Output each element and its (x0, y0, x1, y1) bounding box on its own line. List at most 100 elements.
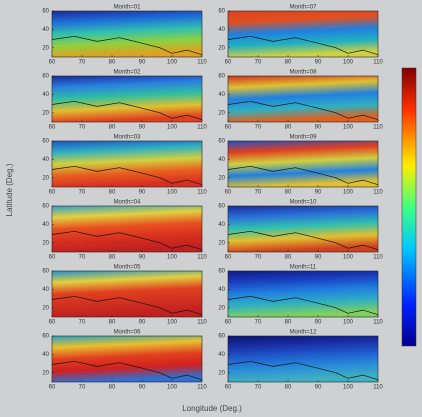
x-tick-label: 100 (343, 60, 354, 66)
x-tick-label: 80 (285, 320, 292, 326)
map-panel (52, 336, 202, 382)
panel-title: Month=08 (290, 70, 318, 76)
x-tick-label: 100 (167, 125, 178, 131)
x-tick-label: 90 (139, 255, 146, 261)
panel-title: Month=07 (290, 5, 318, 11)
y-tick-label: 40 (218, 157, 225, 163)
y-tick-label: 20 (218, 175, 225, 181)
panel-title: Month=12 (290, 330, 318, 336)
y-tick-label: 40 (218, 352, 225, 358)
x-tick-label: 60 (225, 320, 232, 326)
panel-title: Month=01 (114, 5, 142, 11)
x-tick-label: 100 (167, 60, 178, 66)
x-tick-label: 80 (285, 255, 292, 261)
x-tick-label: 60 (49, 125, 56, 131)
y-tick-label: 40 (42, 222, 49, 228)
y-tick-label: 20 (42, 45, 49, 51)
panel-title: Month=11 (290, 265, 317, 271)
x-tick-label: 70 (255, 125, 262, 131)
y-axis-label: Latitude (Deg.) (5, 163, 14, 216)
x-tick-label: 100 (343, 385, 354, 391)
y-tick-label: 60 (42, 74, 49, 80)
panel-title: Month=10 (290, 200, 318, 206)
colorbar (402, 68, 416, 346)
y-tick-label: 60 (218, 269, 225, 275)
x-tick-label: 70 (255, 320, 262, 326)
x-tick-label: 60 (49, 385, 56, 391)
x-tick-label: 60 (225, 385, 232, 391)
map-panel (52, 11, 202, 57)
x-tick-label: 80 (109, 125, 116, 131)
x-tick-label: 90 (139, 60, 146, 66)
y-tick-label: 20 (42, 305, 49, 311)
y-tick-label: 60 (42, 9, 49, 15)
panel-title: Month=05 (114, 265, 142, 271)
x-tick-label: 100 (167, 255, 178, 261)
y-tick-label: 40 (218, 27, 225, 33)
y-tick-label: 20 (218, 45, 225, 51)
x-tick-label: 100 (167, 320, 178, 326)
x-tick-label: 60 (49, 60, 56, 66)
x-tick-label: 80 (109, 60, 116, 66)
panel-title: Month=06 (114, 330, 142, 336)
x-tick-label: 80 (285, 125, 292, 131)
y-tick-label: 40 (42, 92, 49, 98)
x-tick-label: 110 (373, 385, 383, 391)
panel-title: Month=03 (114, 135, 142, 141)
x-tick-label: 80 (109, 320, 116, 326)
y-tick-label: 60 (42, 334, 49, 340)
x-tick-label: 70 (255, 190, 262, 196)
y-tick-label: 40 (42, 27, 49, 33)
x-tick-label: 60 (225, 60, 232, 66)
x-tick-label: 60 (225, 255, 232, 261)
x-tick-label: 70 (79, 320, 86, 326)
x-tick-label: 70 (79, 125, 86, 131)
y-tick-label: 20 (42, 175, 49, 181)
map-panel (52, 206, 202, 252)
map-panel (52, 271, 202, 317)
y-tick-label: 60 (218, 74, 225, 80)
x-tick-label: 110 (197, 320, 207, 326)
y-tick-label: 60 (218, 139, 225, 145)
x-tick-label: 60 (225, 125, 232, 131)
y-tick-label: 20 (42, 240, 49, 246)
y-tick-label: 40 (42, 352, 49, 358)
map-panel (228, 336, 378, 382)
x-tick-label: 110 (197, 125, 207, 131)
panel-title: Month=09 (290, 135, 318, 141)
x-tick-label: 110 (373, 125, 383, 131)
x-tick-label: 60 (49, 190, 56, 196)
x-tick-label: 110 (197, 255, 207, 261)
y-tick-label: 40 (218, 222, 225, 228)
y-tick-label: 40 (218, 287, 225, 293)
x-tick-label: 80 (109, 385, 116, 391)
map-panel (228, 141, 378, 187)
map-panel (52, 141, 202, 187)
map-panel (228, 271, 378, 317)
y-tick-label: 40 (42, 157, 49, 163)
panel-title: Month=04 (114, 200, 142, 206)
x-tick-label: 90 (315, 190, 322, 196)
x-tick-label: 90 (139, 190, 146, 196)
x-tick-label: 70 (255, 385, 262, 391)
y-tick-label: 20 (218, 110, 225, 116)
x-tick-label: 80 (285, 60, 292, 66)
x-tick-label: 70 (255, 255, 262, 261)
y-tick-label: 60 (218, 334, 225, 340)
x-tick-label: 100 (167, 190, 178, 196)
x-tick-label: 100 (343, 125, 354, 131)
x-tick-label: 90 (139, 320, 146, 326)
x-tick-label: 90 (315, 255, 322, 261)
x-tick-label: 100 (343, 190, 354, 196)
x-axis-label: Longitude (Deg.) (182, 404, 242, 413)
map-panel (52, 76, 202, 122)
figure: Latitude (Deg.) Longitude (Deg.) Month=0… (0, 0, 422, 417)
y-tick-label: 20 (218, 305, 225, 311)
x-tick-label: 110 (373, 320, 383, 326)
x-tick-label: 80 (109, 255, 116, 261)
x-tick-label: 110 (373, 255, 383, 261)
x-tick-label: 80 (285, 385, 292, 391)
x-tick-label: 90 (315, 320, 322, 326)
map-panel (228, 11, 378, 57)
x-tick-label: 80 (285, 190, 292, 196)
